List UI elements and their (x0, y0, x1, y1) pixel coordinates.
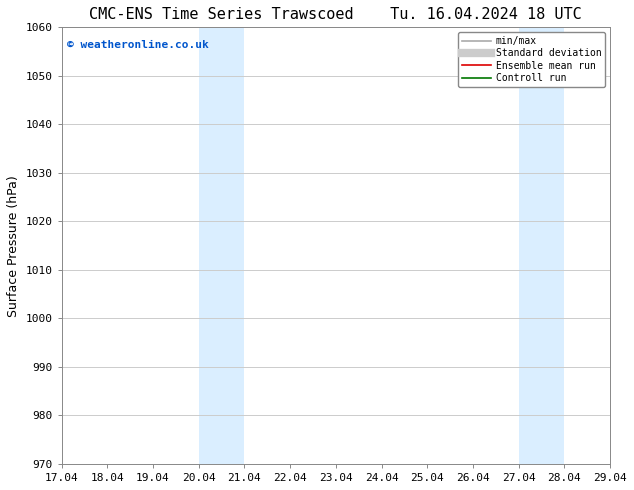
Legend: min/max, Standard deviation, Ensemble mean run, Controll run: min/max, Standard deviation, Ensemble me… (458, 32, 605, 87)
Bar (519, 27, 564, 464)
Bar (198, 27, 245, 464)
Y-axis label: Surface Pressure (hPa): Surface Pressure (hPa) (7, 175, 20, 317)
Title: CMC-ENS Time Series Trawscoed    Tu. 16.04.2024 18 UTC: CMC-ENS Time Series Trawscoed Tu. 16.04.… (89, 7, 582, 22)
Text: © weatheronline.co.uk: © weatheronline.co.uk (67, 40, 209, 50)
